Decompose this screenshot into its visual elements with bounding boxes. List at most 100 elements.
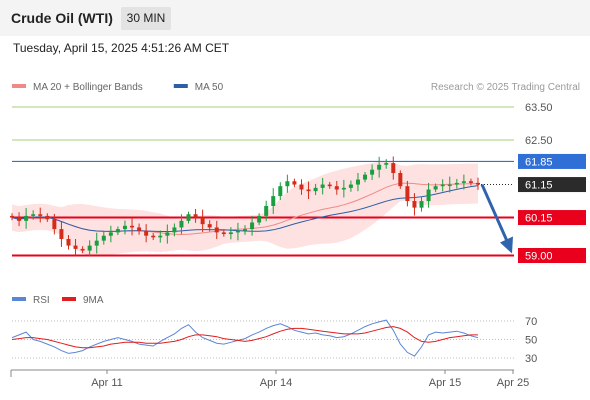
bollinger-band bbox=[12, 161, 478, 256]
level-label-bg bbox=[518, 153, 586, 169]
candle-body bbox=[278, 186, 283, 197]
candle-body bbox=[165, 232, 170, 236]
level-label: 59.00 bbox=[525, 251, 553, 263]
candle-body bbox=[45, 215, 50, 220]
candle-body bbox=[94, 240, 99, 246]
candle-body bbox=[31, 214, 36, 216]
candle-body bbox=[327, 184, 332, 187]
candle-body bbox=[370, 169, 375, 175]
rsi-legend-label-0: RSI bbox=[33, 295, 50, 306]
candle-body bbox=[228, 232, 233, 235]
time-axis-label: Apr 14 bbox=[260, 377, 292, 389]
candle-body bbox=[80, 248, 85, 251]
candle-body bbox=[207, 224, 212, 228]
legend-label-0: MA 20 + Bollinger Bands bbox=[33, 82, 143, 93]
candle-body bbox=[66, 239, 71, 246]
level-label-bg bbox=[518, 177, 586, 193]
candle-body bbox=[285, 181, 290, 187]
candle-body bbox=[108, 232, 113, 236]
legend-label-1: MA 50 bbox=[195, 82, 224, 93]
candle-body bbox=[313, 187, 318, 192]
candle-body bbox=[341, 187, 346, 190]
time-axis-label: Apr 11 bbox=[91, 377, 123, 389]
candle-body bbox=[144, 230, 149, 236]
timeframe-badge[interactable]: 30 MIN bbox=[121, 7, 171, 30]
candle-body bbox=[377, 164, 382, 170]
candle-body bbox=[348, 184, 353, 188]
candle-body bbox=[320, 184, 325, 188]
candle-body bbox=[447, 184, 452, 187]
candle-body bbox=[214, 227, 219, 233]
candle-body bbox=[221, 232, 226, 235]
rsi-tick-label: 30 bbox=[525, 353, 537, 365]
legend-swatch-0 bbox=[12, 84, 26, 88]
candle-body bbox=[433, 186, 438, 190]
candle-body bbox=[363, 174, 368, 180]
rsi-legend-swatch-1 bbox=[62, 297, 76, 301]
candle-body bbox=[264, 206, 269, 216]
candle-body bbox=[334, 186, 339, 190]
timestamp: Tuesday, April 15, 2025 4:51:26 AM CET bbox=[13, 41, 230, 55]
candle-body bbox=[179, 220, 184, 228]
candle-body bbox=[440, 184, 445, 187]
candle-body bbox=[476, 182, 480, 185]
candle-body bbox=[122, 225, 127, 230]
level-label: 61.15 bbox=[525, 180, 553, 192]
rsi-series-1 bbox=[11, 326, 478, 349]
legend-swatch-1 bbox=[173, 84, 188, 88]
candle-body bbox=[52, 219, 57, 230]
time-axis-label: Apr 15 bbox=[429, 377, 461, 389]
level-label: 62.50 bbox=[525, 135, 553, 147]
candle-body bbox=[412, 201, 417, 208]
candle-body bbox=[59, 229, 64, 239]
level-label: 63.50 bbox=[525, 102, 553, 114]
candle-body bbox=[292, 181, 297, 185]
candle-body bbox=[271, 196, 276, 206]
candle-body bbox=[257, 215, 262, 223]
candle-body bbox=[405, 186, 410, 202]
candle-body bbox=[172, 227, 177, 233]
rsi-tick-label: 70 bbox=[525, 316, 537, 328]
candle-body bbox=[355, 179, 360, 185]
candle-body bbox=[384, 163, 389, 165]
candle-body bbox=[461, 181, 466, 183]
candle-body bbox=[306, 189, 311, 192]
candle-body bbox=[419, 201, 424, 208]
candle-body bbox=[24, 215, 29, 221]
time-axis-label: Apr 25 bbox=[497, 377, 529, 389]
candle-body bbox=[137, 227, 142, 231]
rsi-legend-label-1: 9MA bbox=[83, 295, 104, 306]
candle-body bbox=[38, 214, 43, 216]
candle-body bbox=[391, 163, 396, 173]
candle-body bbox=[243, 229, 247, 231]
candle-body bbox=[151, 235, 156, 238]
level-label-bg bbox=[518, 248, 586, 263]
watermark: Research © 2025 Trading Central bbox=[431, 82, 580, 93]
level-label-bg bbox=[518, 210, 586, 226]
projection-arrow-head bbox=[500, 236, 513, 254]
candle-body bbox=[250, 222, 255, 230]
rsi-legend-swatch-0 bbox=[12, 297, 26, 301]
candle-body bbox=[426, 189, 431, 202]
candle-body bbox=[235, 230, 240, 233]
candle-body bbox=[115, 229, 120, 233]
candle-body bbox=[398, 173, 403, 187]
level-label: 61.85 bbox=[525, 156, 553, 168]
candle-body bbox=[186, 214, 191, 221]
candle-body bbox=[158, 235, 163, 238]
rsi-series-0 bbox=[11, 319, 479, 357]
rsi-tick-label: 50 bbox=[525, 335, 537, 347]
level-label: 60.15 bbox=[525, 213, 553, 225]
candle-body bbox=[299, 184, 304, 190]
candle-body bbox=[468, 181, 473, 183]
candle-body bbox=[454, 182, 459, 185]
candle-body bbox=[17, 217, 22, 221]
candle-body bbox=[193, 214, 198, 218]
candle-body bbox=[10, 215, 14, 218]
candle-body bbox=[130, 225, 135, 228]
candle-body bbox=[73, 245, 78, 249]
projection-arrow-shaft bbox=[480, 183, 511, 247]
header-bar: Crude Oil (WTI) 30 MIN bbox=[0, 0, 590, 36]
candle-body bbox=[101, 235, 106, 241]
